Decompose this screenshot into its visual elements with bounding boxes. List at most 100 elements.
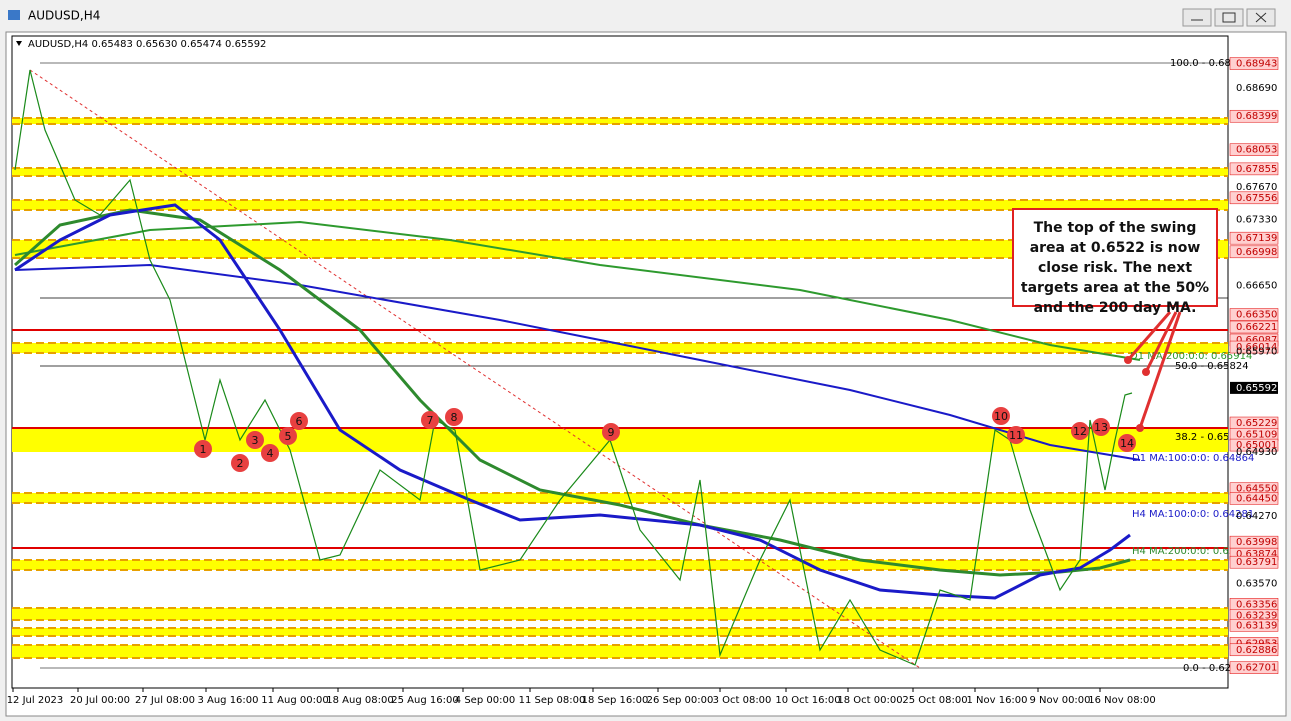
- d1-ma-200: [14, 220, 1141, 361]
- price-label: 0.64450: [1236, 493, 1277, 504]
- swing-marker-label: 7: [427, 414, 434, 427]
- time-label: 10 Oct 16:00: [775, 695, 840, 706]
- current-price-box: [1230, 381, 1278, 394]
- level-label: 50.0 - 0.65824: [1175, 361, 1249, 372]
- chart-menu-arrow[interactable]: [16, 41, 22, 46]
- swing-marker: [194, 440, 212, 458]
- price-label-box: [1229, 308, 1279, 321]
- price-label-box: [1229, 143, 1279, 156]
- price-label: 0.63356: [1236, 599, 1277, 610]
- time-label: 20 Jul 00:00: [70, 695, 130, 706]
- swing-marker-label: 4: [267, 447, 274, 460]
- swing-marker: [231, 454, 249, 472]
- level-label: D1 MA:200:0:0: 0.65914: [1130, 351, 1252, 362]
- price-label: 0.66014: [1236, 342, 1277, 353]
- price-label: 0.62701: [1236, 663, 1277, 674]
- price-label: 0.62886: [1236, 645, 1277, 656]
- time-label: 1 Nov 16:00: [966, 695, 1027, 706]
- h4-ma-100: [14, 203, 1131, 600]
- swing-marker: [1118, 434, 1136, 452]
- swing-marker-label: 12: [1073, 425, 1087, 438]
- price-label-box: [1229, 643, 1279, 657]
- price-label: 0.66221: [1236, 322, 1277, 333]
- price-label-box: [1229, 492, 1279, 505]
- swing-marker-label: 5: [285, 430, 292, 443]
- swing-marker-label: 10: [994, 410, 1008, 423]
- swing-marker: [261, 444, 279, 462]
- support-zone: [12, 560, 1228, 570]
- window-title: AUDUSD,H4: [28, 9, 100, 23]
- price-label: 0.64550: [1236, 484, 1277, 495]
- price-label: 0.64270: [1236, 511, 1277, 522]
- price-label-box: [1229, 245, 1279, 259]
- price-label-box: [1229, 109, 1279, 123]
- swing-marker: [1092, 418, 1110, 436]
- time-label: 12 Jul 2023: [7, 695, 64, 706]
- arrow: [1138, 311, 1182, 429]
- time-label: 27 Jul 08:00: [135, 695, 195, 706]
- support-zone: [12, 343, 1228, 353]
- price-label: 0.65229: [1236, 418, 1277, 429]
- title-bar: [0, 0, 1291, 30]
- price-label: 0.66650: [1236, 280, 1277, 291]
- support-zone: [12, 118, 1228, 124]
- time-label: 3 Oct 08:00: [713, 695, 772, 706]
- price-label: 0.67330: [1236, 215, 1277, 226]
- arrow: [1144, 311, 1178, 373]
- swing-marker: [602, 423, 620, 441]
- price-label: 0.63998: [1236, 537, 1277, 548]
- price-label: 0.68690: [1236, 83, 1277, 94]
- price-label: 0.67556: [1236, 193, 1277, 204]
- time-label: 11 Aug 00:00: [261, 695, 328, 706]
- swing-marker-label: 13: [1094, 421, 1108, 434]
- price-label: 0.65109: [1236, 430, 1277, 441]
- level-label: 0.0 - 0.62698: [1183, 663, 1250, 674]
- price-label: 0.66087: [1236, 335, 1277, 346]
- price-label: 0.65592: [1236, 383, 1277, 394]
- chart-header: AUDUSD,H4 0.65483 0.65630 0.65474 0.6559…: [28, 39, 266, 50]
- price-label-box: [1229, 340, 1279, 354]
- level-label: H4 MA:100:0:0: 0.64281: [1132, 509, 1254, 520]
- maximize-icon: [1222, 12, 1236, 23]
- price-label: 0.63791: [1236, 557, 1277, 568]
- trend-line: [29, 69, 921, 669]
- arrow-head: [1136, 424, 1144, 432]
- time-label: 25 Aug 16:00: [391, 695, 458, 706]
- time-label: 25 Oct 08:00: [902, 695, 967, 706]
- price-label-box: [1229, 555, 1279, 569]
- swing-marker-label: 1: [200, 443, 207, 456]
- swing-marker-label: 14: [1120, 437, 1134, 450]
- price-label: 0.68943: [1236, 59, 1277, 70]
- price-label: 0.68399: [1236, 111, 1277, 122]
- arrow-head: [1124, 356, 1132, 364]
- time-label: 18 Sep 16:00: [582, 695, 649, 706]
- price-label: 0.66350: [1236, 310, 1277, 321]
- time-label: 9 Nov 00:00: [1029, 695, 1090, 706]
- maximize-button[interactable]: [1214, 8, 1244, 27]
- plot-area: [11, 35, 1229, 689]
- time-label: 3 Aug 16:00: [197, 695, 258, 706]
- time-label: 18 Aug 08:00: [326, 695, 393, 706]
- swing-marker-label: 3: [252, 434, 259, 447]
- support-zone: [12, 608, 1228, 620]
- price-label: 0.68053: [1236, 145, 1277, 156]
- price-label-box: [1229, 57, 1279, 70]
- time-label: 11 Sep 08:00: [519, 695, 586, 706]
- swing-marker: [421, 411, 439, 429]
- price-label-box: [1229, 320, 1279, 334]
- support-zone: [12, 200, 1228, 210]
- swing-marker-label: 2: [237, 457, 244, 470]
- support-zone: [12, 628, 1228, 636]
- price-label: 0.63139: [1236, 620, 1277, 631]
- level-label: 100.0 - 0.68949: [1170, 58, 1250, 69]
- swing-marker: [992, 407, 1010, 425]
- swing-marker: [1007, 426, 1025, 444]
- time-label: 16 Nov 08:00: [1088, 695, 1155, 706]
- swing-marker: [279, 427, 297, 445]
- price-label: 0.64930: [1236, 447, 1277, 458]
- price-label: 0.63874: [1236, 549, 1277, 560]
- swing-marker: [246, 431, 264, 449]
- minimize-button[interactable]: [1182, 8, 1212, 27]
